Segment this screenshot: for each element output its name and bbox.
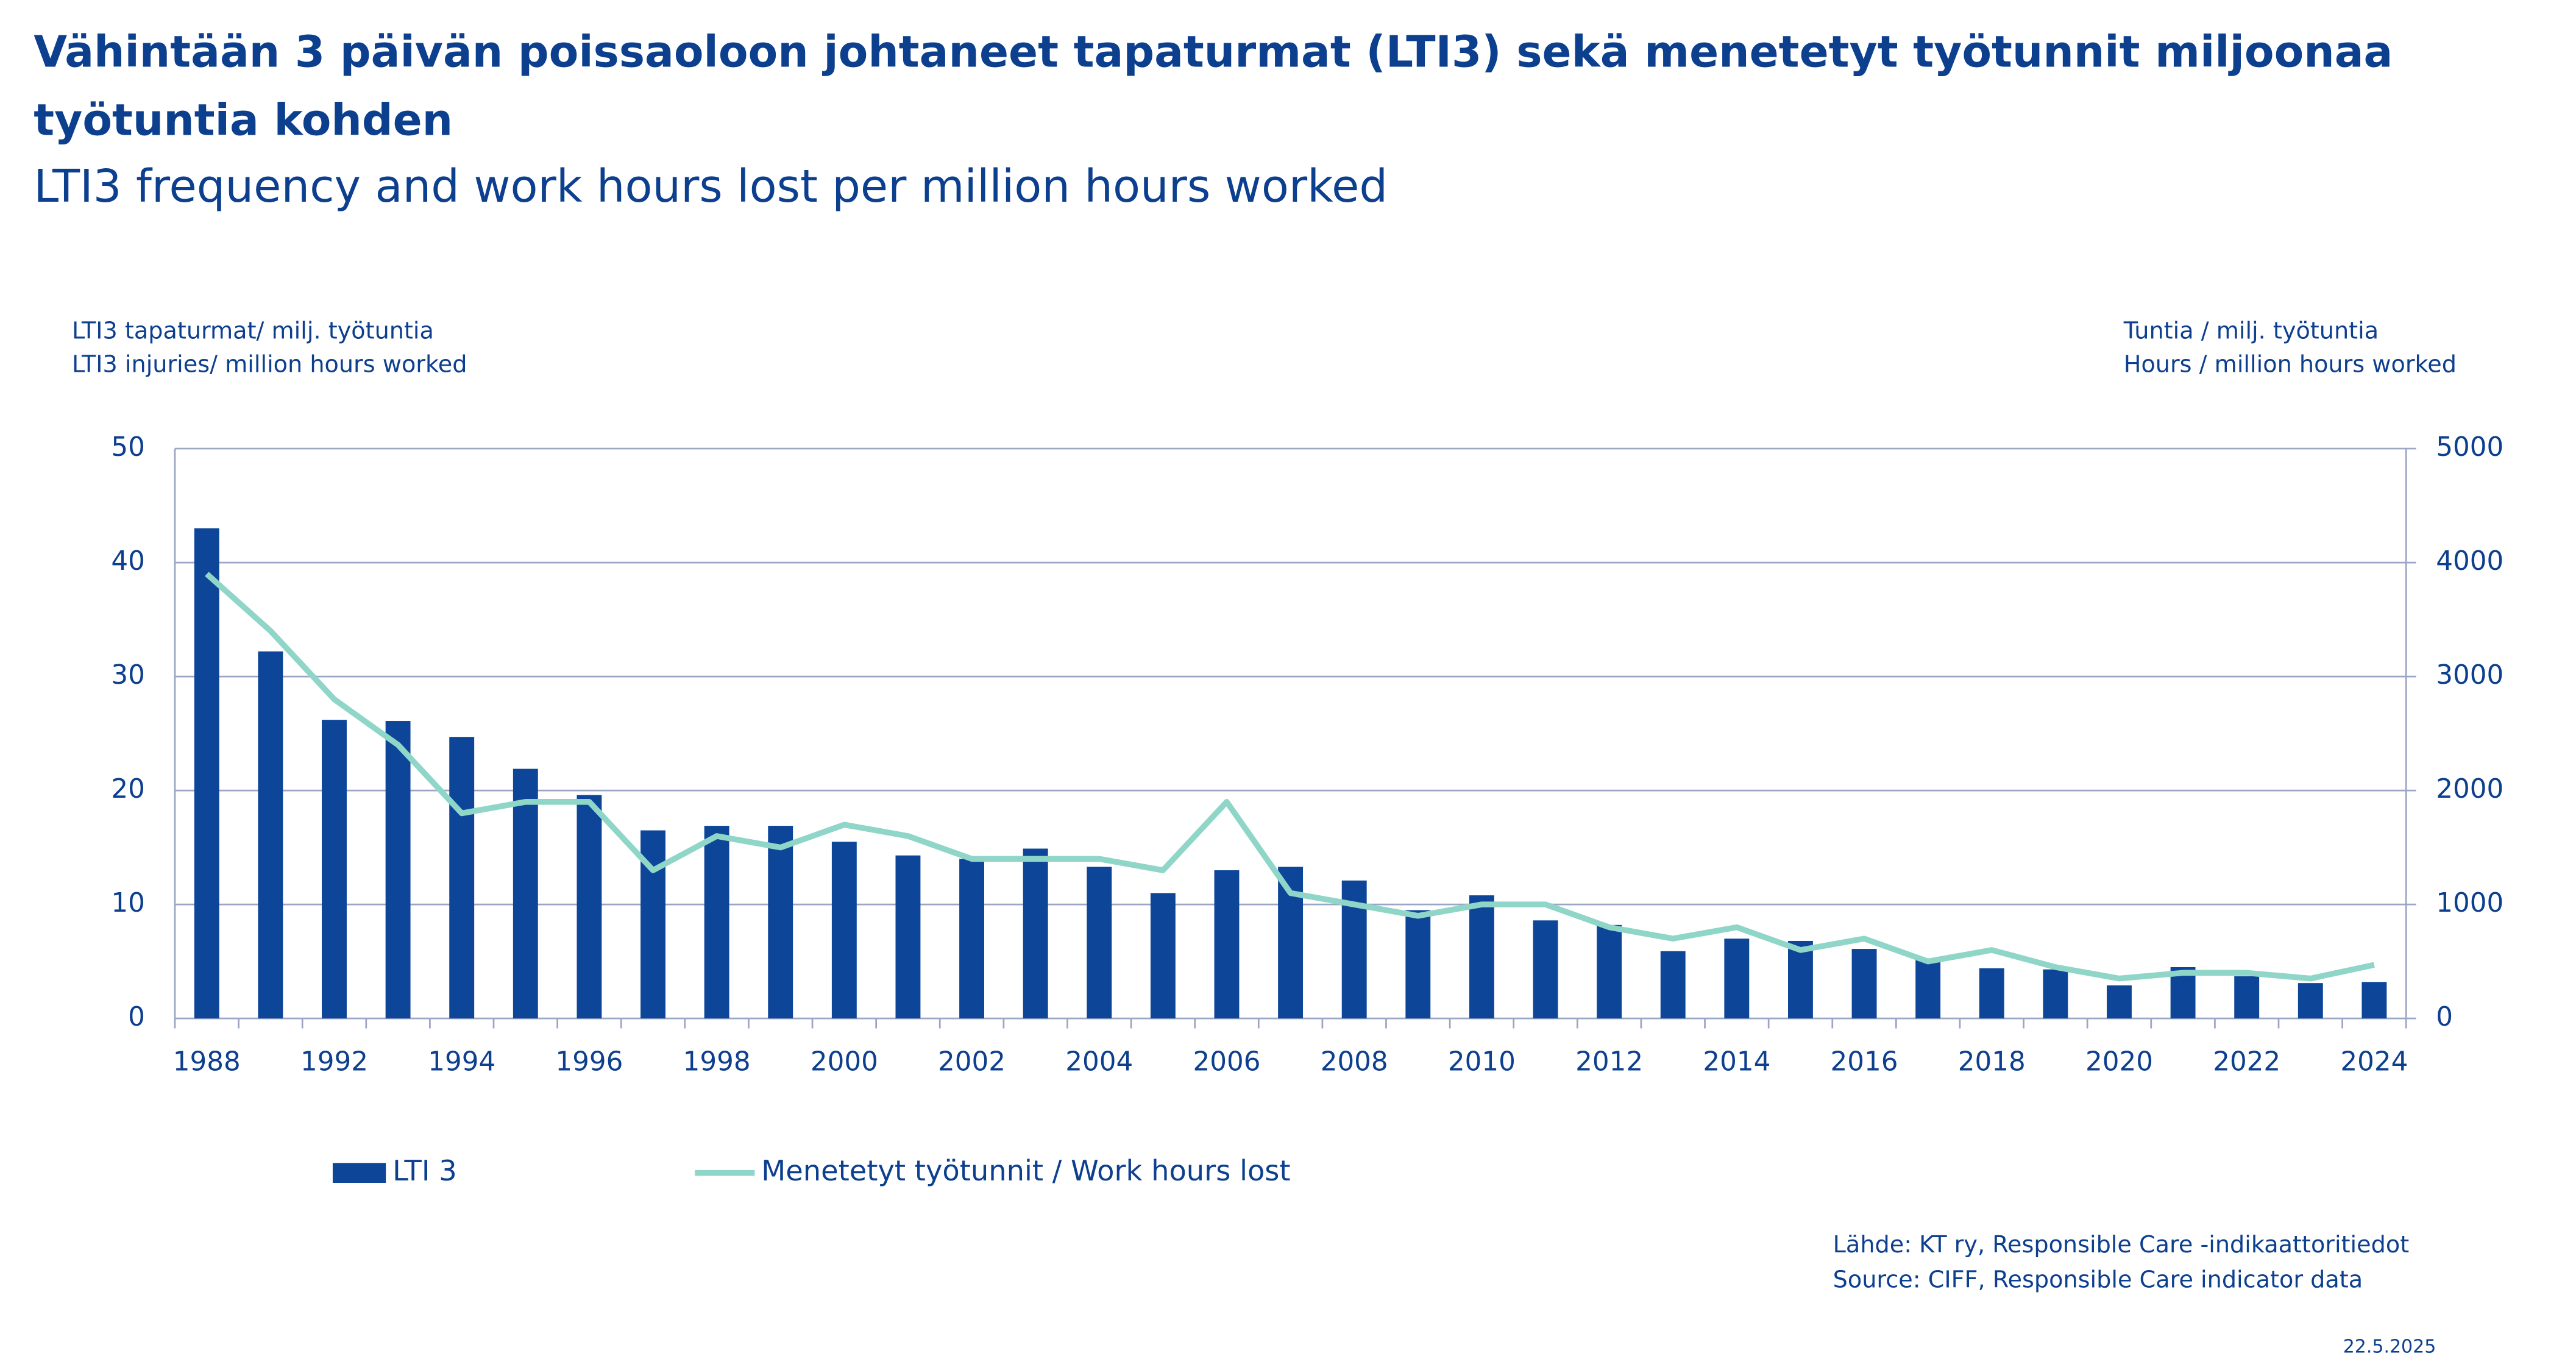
x-tick-label: 2016: [1831, 1047, 1898, 1077]
bar: [1469, 895, 1494, 1019]
bar: [513, 768, 538, 1019]
bar: [577, 795, 602, 1019]
y2-tick-label: 1000: [2436, 888, 2503, 918]
x-tick-label: 1988: [173, 1047, 241, 1077]
x-tick-label: 2012: [1575, 1047, 1643, 1077]
bar: [1023, 848, 1048, 1019]
chart-title: työtuntia kohden: [34, 94, 453, 145]
date: 22.5.2025: [2343, 1336, 2436, 1357]
y-axis-label: LTI3 tapaturmat/ milj. työtuntia: [72, 318, 434, 344]
x-tick-label: 2008: [1321, 1047, 1388, 1077]
x-tick-label: 2002: [938, 1047, 1006, 1077]
bar: [258, 651, 283, 1019]
x-tick-label: 2010: [1448, 1047, 1516, 1077]
y2-tick-label: 0: [2436, 1002, 2453, 1032]
y2-tick-label: 2000: [2436, 774, 2503, 804]
chart-title: Vähintään 3 päivän poissaoloon johtaneet…: [34, 26, 2393, 77]
bar: [959, 859, 985, 1019]
bar: [895, 855, 921, 1019]
x-tick-label: 1998: [683, 1047, 751, 1077]
x-tick-label: 2006: [1193, 1047, 1260, 1077]
y-tick-label: 10: [111, 888, 144, 918]
y-tick-label: 0: [128, 1002, 145, 1032]
x-tick-label: 2020: [2085, 1047, 2153, 1077]
x-tick-label: 1992: [300, 1047, 368, 1077]
bar: [1405, 910, 1431, 1019]
bar: [2361, 982, 2387, 1019]
bar: [1597, 924, 1622, 1019]
y2-axis-label: Tuntia / milj. työtuntia: [2123, 318, 2379, 344]
chart-subtitle: LTI3 frequency and work hours lost per m…: [34, 161, 1388, 213]
bar: [768, 826, 793, 1019]
source: Source: CIFF, Responsible Care indicator…: [1833, 1266, 2363, 1293]
x-tick-label: 2024: [2340, 1047, 2408, 1077]
x-tick-label: 1994: [428, 1047, 495, 1077]
y-axis-label: LTI3 injuries/ million hours worked: [72, 350, 467, 377]
y-tick-label: 50: [111, 432, 144, 463]
legend-label: Menetetyt työtunnit / Work hours lost: [761, 1154, 1290, 1187]
bar: [1214, 870, 1240, 1019]
x-tick-label: 2014: [1703, 1047, 1770, 1077]
bar: [322, 720, 347, 1019]
y2-tick-label: 4000: [2436, 546, 2503, 577]
legend-label: LTI 3: [392, 1154, 457, 1187]
bar: [449, 737, 475, 1019]
bar: [2107, 985, 2132, 1019]
line: [205, 572, 2375, 982]
bar: [1660, 951, 1686, 1019]
bar: [2234, 976, 2260, 1019]
x-tick-label: 2018: [1958, 1047, 2026, 1077]
x-tick-label: 2022: [2213, 1047, 2280, 1077]
bar: [1979, 968, 2004, 1019]
legend-swatch: [332, 1163, 386, 1183]
bar: [1087, 867, 1112, 1019]
x-tick-label: 1996: [555, 1047, 623, 1077]
bar: [1533, 920, 1558, 1019]
bar: [1724, 939, 1750, 1019]
y2-axis-label: Hours / million hours worked: [2124, 350, 2457, 377]
y-tick-label: 30: [111, 660, 144, 690]
y-tick-label: 20: [111, 774, 144, 804]
bar: [1150, 893, 1176, 1019]
bar: [1787, 940, 1813, 1019]
y2-tick-label: 3000: [2436, 660, 2503, 690]
source: Lähde: KT ry, Responsible Care -indikaat…: [1833, 1231, 2410, 1258]
bar: [831, 842, 857, 1019]
bar: [1915, 959, 1941, 1019]
x-tick-label: 2000: [811, 1047, 878, 1077]
bar: [194, 528, 219, 1019]
x-tick-label: 2004: [1065, 1047, 1133, 1077]
bar: [2043, 969, 2068, 1019]
y2-tick-label: 5000: [2436, 432, 2503, 463]
bar: [1851, 949, 1877, 1019]
bar: [704, 826, 729, 1019]
y-tick-label: 40: [111, 546, 144, 577]
bar: [2297, 983, 2323, 1019]
bar: [385, 721, 411, 1019]
